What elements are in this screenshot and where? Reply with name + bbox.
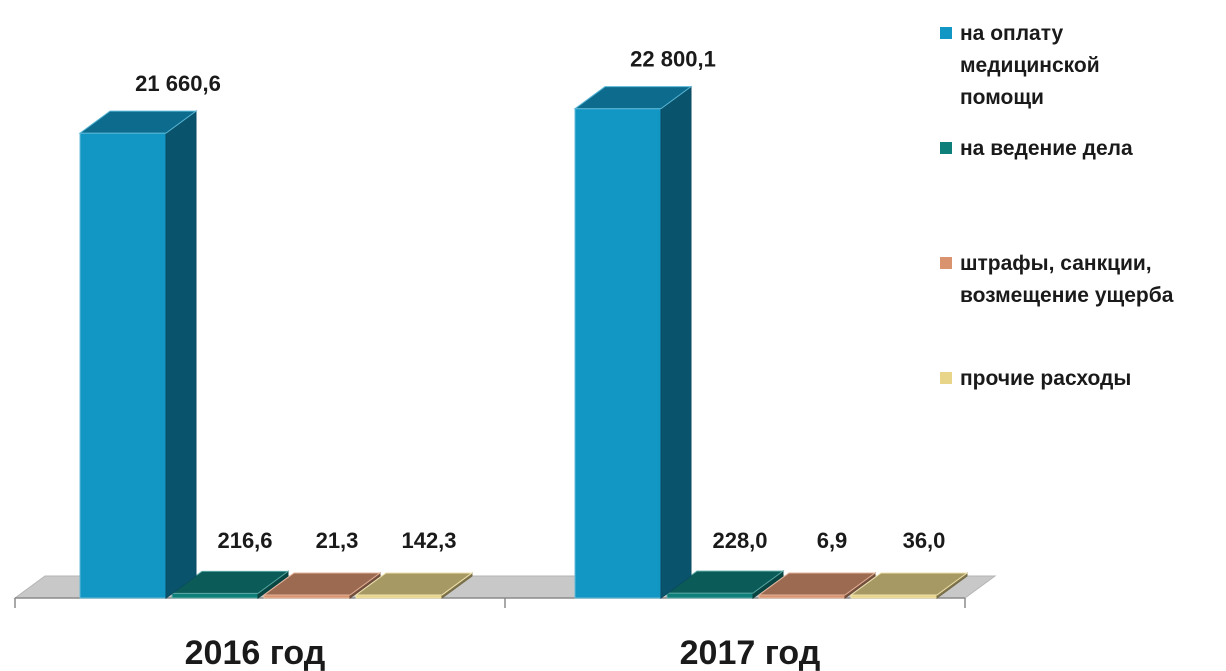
data-label: 142,3 — [401, 528, 456, 553]
legend-swatch — [940, 27, 952, 39]
bar-front — [171, 592, 259, 599]
data-label: 6,9 — [817, 528, 848, 553]
bar — [78, 110, 198, 599]
legend-swatch — [940, 142, 952, 154]
bar — [573, 85, 693, 599]
legend-swatch — [940, 257, 952, 269]
data-labels: 142,3 21,3 216,6 21 660,6 36,0 6,9 228,0 22 800… — [135, 47, 945, 553]
legend-item: на ведение дела — [940, 137, 1133, 160]
bar — [354, 571, 474, 599]
legend-item: прочие расходы — [940, 367, 1131, 390]
bar-top — [262, 572, 382, 596]
legend-label: на оплату — [960, 22, 1064, 45]
data-label: 36,0 — [903, 528, 946, 553]
bar-top — [757, 572, 877, 596]
data-label: 216,6 — [217, 528, 272, 553]
legend-item: на оплату медицинской помощи — [940, 22, 1100, 109]
bar-top — [78, 110, 198, 134]
category-label: 2016 год — [185, 634, 326, 671]
x-axis — [14, 597, 966, 608]
data-label: 228,0 — [712, 528, 767, 553]
data-label: 21,3 — [316, 528, 359, 553]
bar-front — [79, 132, 167, 599]
bar-top — [573, 86, 693, 110]
legend-label: помощи — [960, 86, 1044, 109]
bars — [78, 85, 969, 599]
legend-label: штрафы, санкции, — [960, 252, 1152, 275]
bar-side — [165, 110, 197, 599]
legend-label: возмещение ущерба — [960, 284, 1174, 307]
bar-top — [849, 572, 969, 596]
legend-item: штрафы, санкции, возмещение ущерба — [940, 252, 1174, 307]
category-labels: 2016 год 2017 год — [185, 634, 821, 671]
legend: на оплату медицинской помощи на ведение дел… — [940, 22, 1174, 390]
bar — [170, 570, 290, 599]
category-label: 2017 год — [680, 634, 821, 671]
legend-label: на ведение дела — [960, 137, 1133, 160]
bar — [757, 572, 877, 599]
bar — [665, 570, 785, 599]
legend-label: медицинской — [960, 54, 1100, 77]
bar-side — [660, 85, 692, 599]
legend-label: прочие расходы — [960, 367, 1131, 390]
bar-front — [666, 592, 754, 599]
data-label: 22 800,1 — [630, 47, 716, 72]
bar — [262, 572, 382, 599]
bar-front — [574, 108, 662, 599]
bar-top — [354, 572, 474, 596]
legend-swatch — [940, 372, 952, 384]
data-label: 21 660,6 — [135, 71, 221, 96]
bar — [849, 572, 969, 599]
